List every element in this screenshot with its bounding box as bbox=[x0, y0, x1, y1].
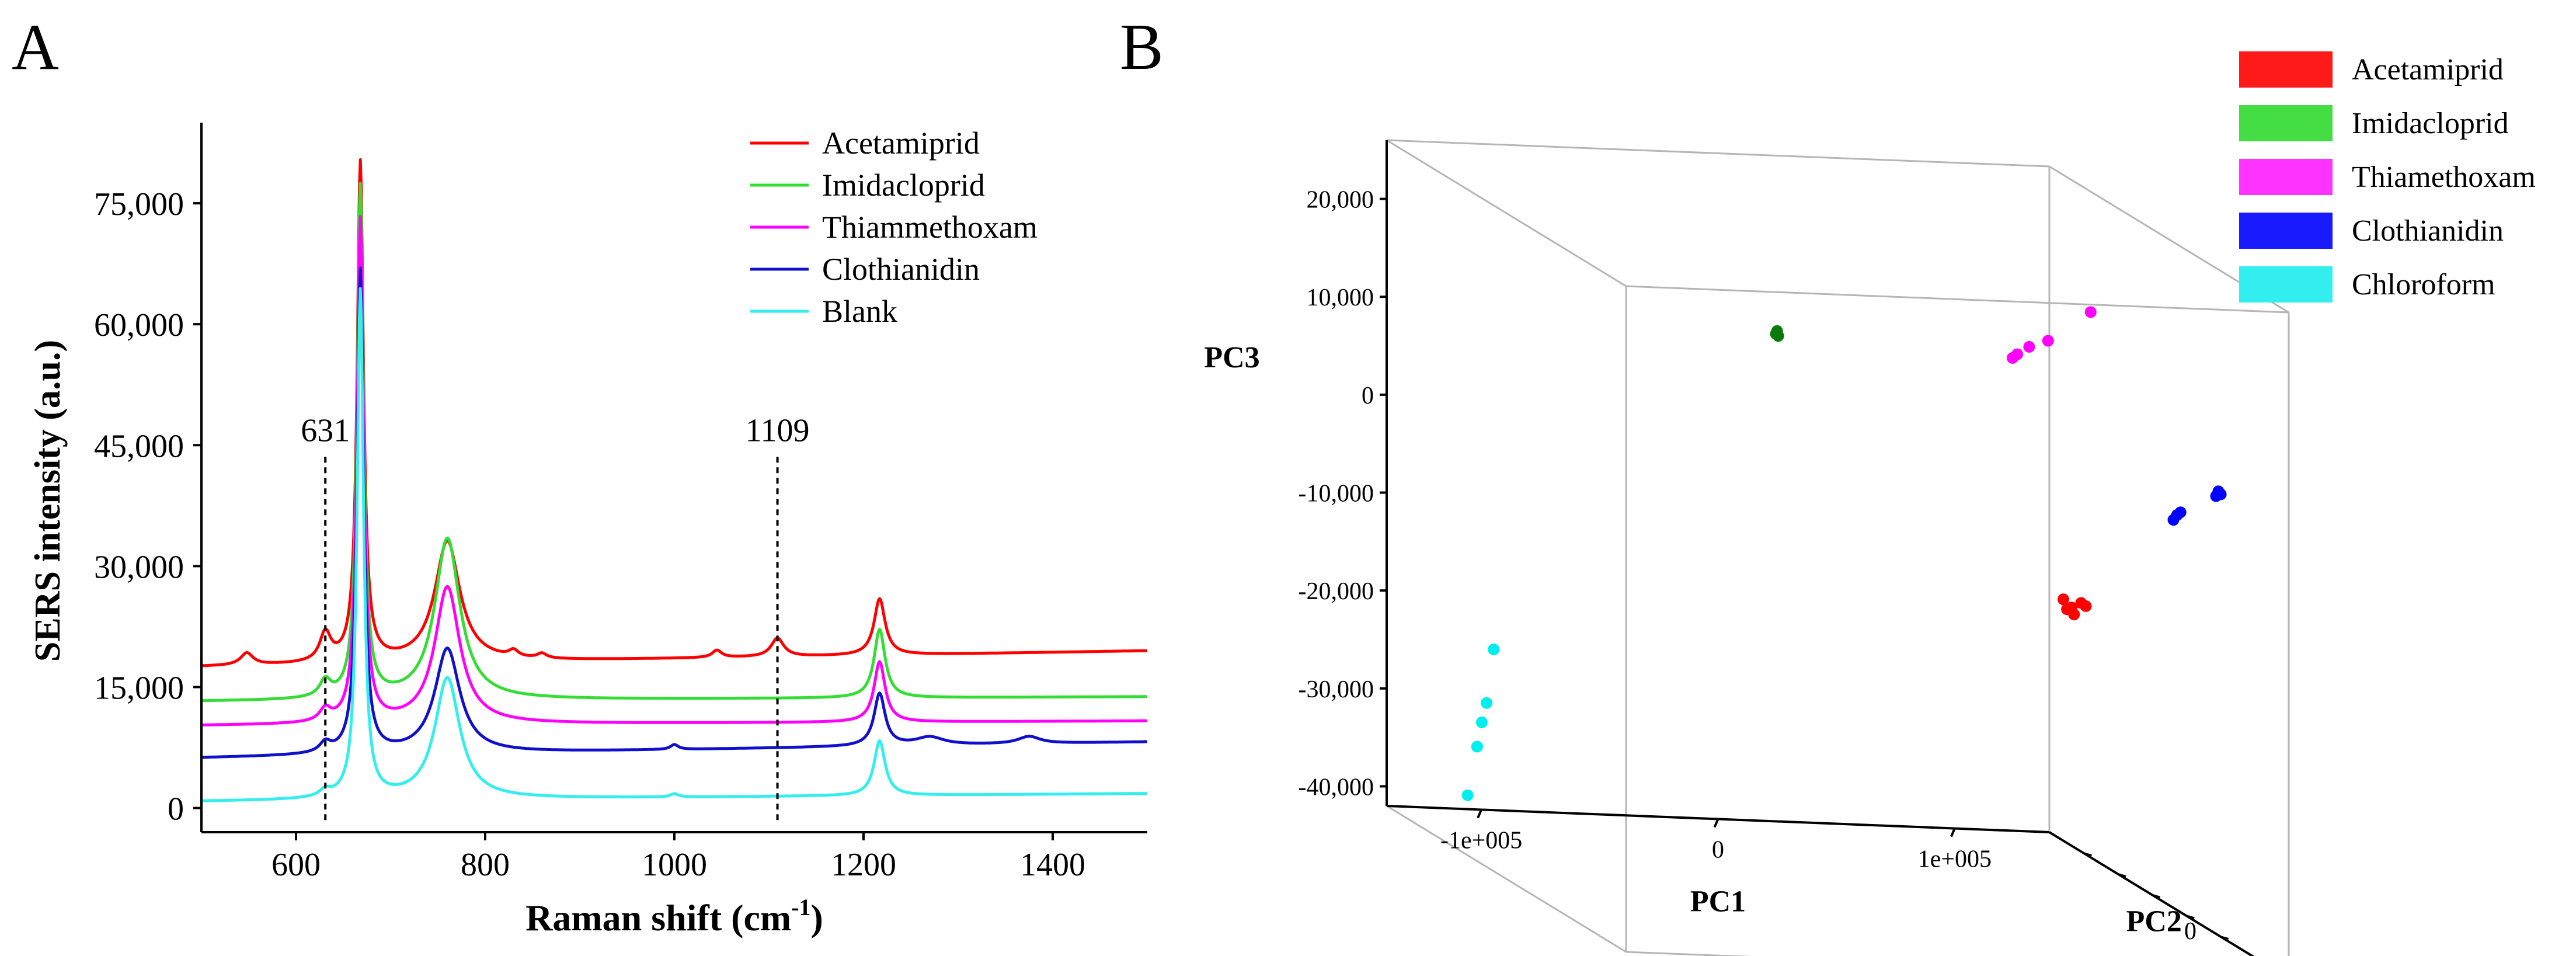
spectrum-line-blank bbox=[201, 287, 1148, 802]
point-thiamethoxam bbox=[2042, 335, 2054, 347]
3d-axes-ticks: -40,000 -30,000 -20,000 -10,000 0 10,000 20,00… bbox=[1299, 187, 2229, 945]
legend: Acetamiprid Imidacloprid Thiammethoxam Clot… bbox=[750, 126, 1038, 329]
pc3-tick-label: 20,000 bbox=[1307, 187, 1374, 214]
y-tick-label: 45,000 bbox=[94, 428, 184, 464]
axes-group: 0 15,000 30,000 45,000 60,000 75,000 600 800 100… bbox=[94, 123, 1147, 883]
legend-label: Imidacloprid bbox=[2352, 107, 2509, 140]
legend-label: Acetamiprid bbox=[2352, 53, 2504, 86]
pc2-axis-label: PC2 bbox=[2126, 905, 2182, 938]
pc1-tick bbox=[1713, 818, 1719, 828]
point-thiamethoxam bbox=[2011, 348, 2024, 360]
y-tick-label: 60,000 bbox=[94, 307, 184, 343]
pc2-minor-tick bbox=[2083, 852, 2092, 857]
y-tick-label: 0 bbox=[168, 791, 184, 828]
point-thiamethoxam bbox=[2023, 340, 2035, 353]
point-chloroform bbox=[1481, 697, 1493, 709]
pc1-tick-label: 1e+005 bbox=[1918, 846, 1992, 873]
y-tick-label: 75,000 bbox=[94, 186, 184, 223]
x-tick-label: 600 bbox=[271, 847, 321, 883]
box-edge bbox=[1386, 139, 1627, 287]
pc2-tick-label: 0 bbox=[2184, 918, 2196, 945]
point-imidacloprid bbox=[1772, 330, 1784, 342]
point-clothianidin bbox=[2215, 488, 2227, 500]
pc2-minor-tick bbox=[2117, 872, 2126, 877]
pc3-tick-label: -30,000 bbox=[1299, 676, 1374, 703]
pc3-tick-label: -40,000 bbox=[1299, 774, 1374, 801]
annotation-label-631: 631 bbox=[301, 412, 350, 449]
y-tick-label: 30,000 bbox=[94, 549, 184, 585]
legend-label: Clothianidin bbox=[822, 252, 980, 287]
legend-label: Clothianidin bbox=[2352, 214, 2504, 248]
pc2-axis-line bbox=[2048, 831, 2255, 956]
pc1-tick-label: 0 bbox=[1712, 837, 1724, 864]
pc1-tick bbox=[1950, 828, 1956, 837]
pc1-tick-label: -1e+005 bbox=[1440, 827, 1522, 854]
legend-label: Chloroform bbox=[2352, 268, 2495, 301]
legend-swatch-chloroform bbox=[2239, 266, 2333, 303]
point-chloroform bbox=[1471, 741, 1483, 753]
scatter-points bbox=[1461, 306, 2227, 801]
series-group bbox=[201, 158, 1148, 802]
pc1-axis-label: PC1 bbox=[1690, 885, 1746, 919]
x-axis-label: Raman shift (cm-1) bbox=[525, 894, 823, 938]
pc2-minor-tick bbox=[2220, 936, 2229, 940]
legend-swatch-thiamethoxam bbox=[2239, 159, 2333, 195]
x-axis-label-end: ) bbox=[811, 897, 823, 938]
pc3-tick-label: 0 bbox=[1362, 383, 1374, 409]
panel-a-label: A bbox=[12, 11, 59, 84]
legend-swatch-acetamiprid bbox=[2239, 51, 2333, 88]
point-acetamiprid bbox=[2080, 600, 2092, 612]
x-tick-label: 1200 bbox=[831, 847, 896, 883]
pc2-minor-tick bbox=[2185, 915, 2195, 919]
3d-box bbox=[1386, 139, 2290, 956]
panel-a-spectra-chart: A 631 1109 0 15,000 30,000 45,000 60,000 75,00… bbox=[12, 11, 1148, 938]
annotation-label-1109: 1109 bbox=[746, 412, 810, 449]
x-tick-label: 1400 bbox=[1020, 847, 1085, 883]
panel-b-pca-chart: B -40,000 -30,000 -20,000 -10,000 0 10,000 20,… bbox=[1120, 11, 2536, 956]
pc3-tick-label: -10,000 bbox=[1299, 481, 1374, 507]
box-edge bbox=[1386, 805, 1627, 953]
point-clothianidin bbox=[2174, 506, 2187, 519]
legend-label: Thiammethoxam bbox=[822, 210, 1038, 245]
box-edge bbox=[1625, 285, 2289, 314]
x-axis-label-main: Raman shift (cm bbox=[525, 897, 791, 938]
point-chloroform bbox=[1476, 716, 1488, 728]
y-tick-label: 15,000 bbox=[94, 670, 184, 706]
point-thiamethoxam bbox=[2084, 306, 2097, 318]
point-acetamiprid bbox=[2068, 609, 2080, 621]
x-tick-label: 1000 bbox=[642, 847, 707, 883]
pc3-tick-label: 10,000 bbox=[1307, 284, 1374, 311]
pc3-tick-label: -20,000 bbox=[1299, 578, 1374, 605]
box-edge bbox=[1386, 139, 2050, 168]
x-axis-label-superscript: -1 bbox=[791, 894, 810, 920]
point-acetamiprid bbox=[2058, 593, 2069, 606]
legend-swatch-clothianidin bbox=[2239, 213, 2333, 249]
legend-label: Thiamethoxam bbox=[2352, 161, 2536, 194]
pc1-tick bbox=[1477, 809, 1482, 819]
pc2-minor-tick bbox=[2152, 894, 2161, 898]
box-edge bbox=[1625, 951, 1752, 956]
legend: Acetamiprid Imidacloprid Thiamethoxam Cloth… bbox=[2239, 51, 2536, 303]
annotation-group: 631 1109 bbox=[301, 412, 810, 821]
point-chloroform bbox=[1488, 644, 1500, 655]
point-chloroform bbox=[1461, 789, 1474, 801]
legend-label: Imidacloprid bbox=[822, 168, 985, 203]
legend-label: Blank bbox=[822, 294, 897, 329]
panel-b-label: B bbox=[1120, 11, 1164, 84]
x-tick-label: 800 bbox=[461, 847, 510, 883]
pc3-axis-label: PC3 bbox=[1204, 341, 1259, 374]
legend-label: Acetamiprid bbox=[822, 126, 980, 161]
y-axis-label: SERS intensity (a.u.) bbox=[28, 340, 68, 662]
legend-swatch-imidacloprid bbox=[2239, 105, 2333, 141]
